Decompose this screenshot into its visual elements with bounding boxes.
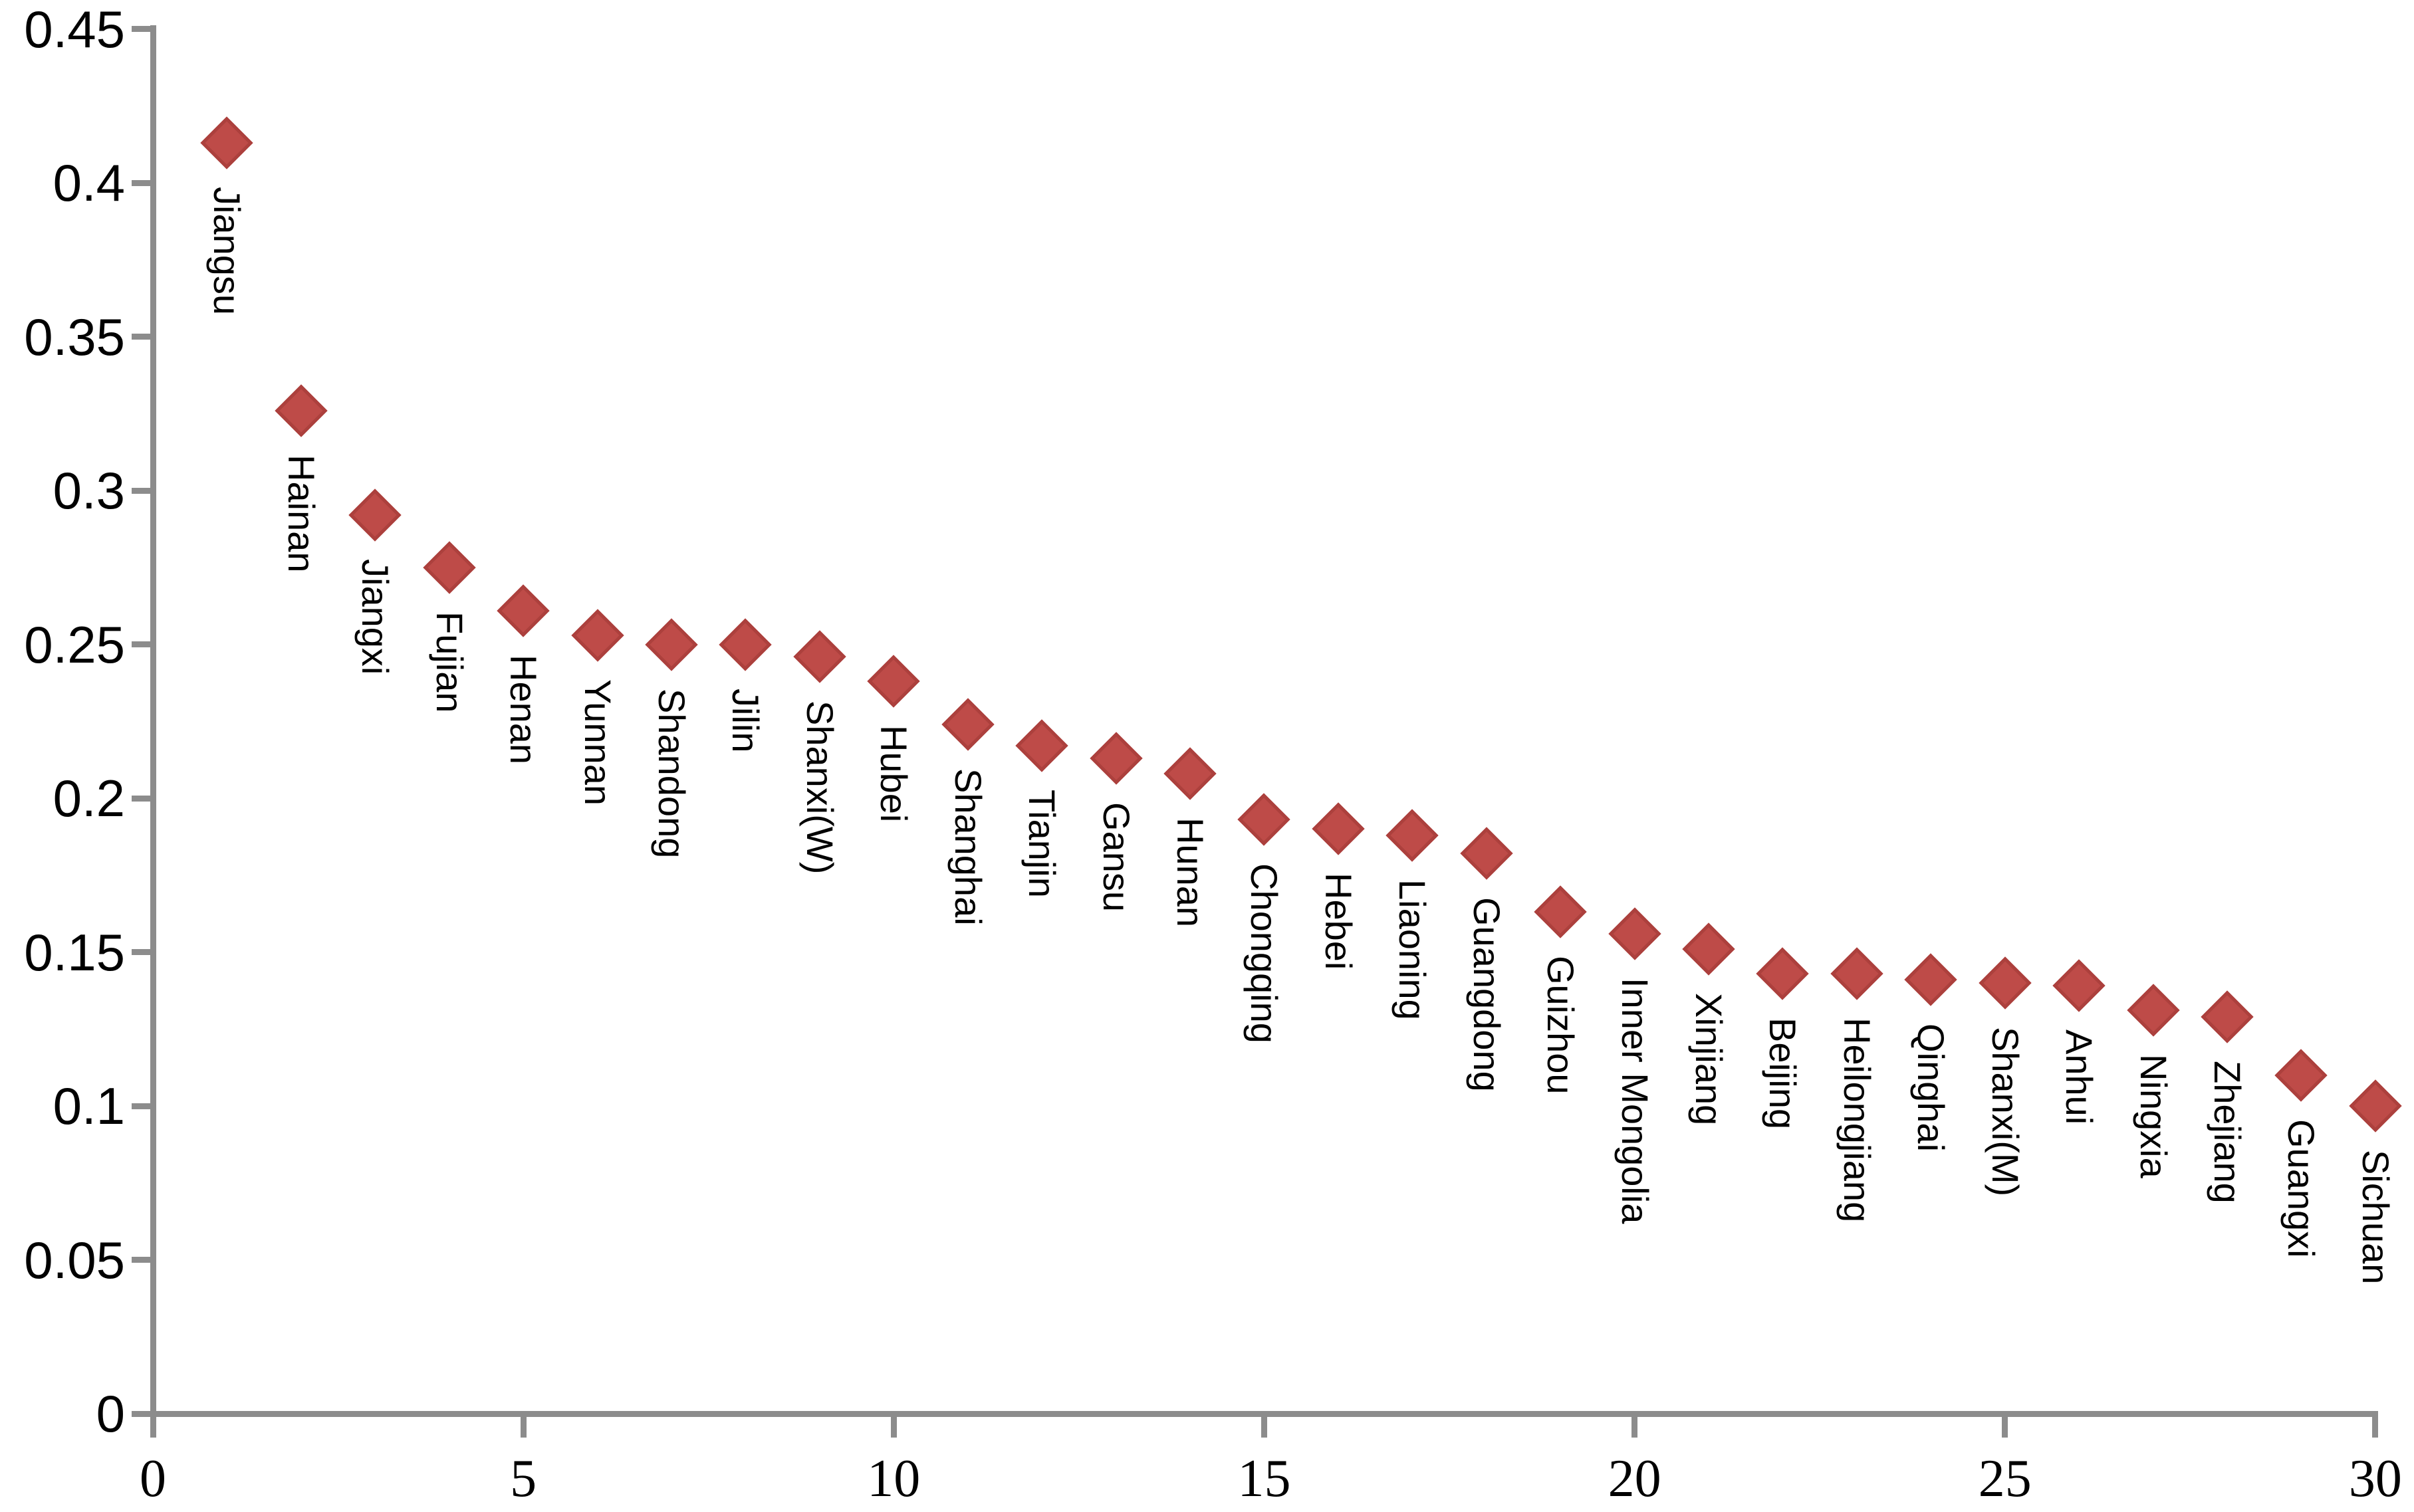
data-point-heilongjiang: [1830, 947, 1883, 1000]
y-tick-0-25: [131, 641, 150, 647]
data-point-shanxi-w: [793, 630, 846, 683]
point-label-gansu: Gansu: [1095, 802, 1138, 912]
data-point-guangdong: [1460, 827, 1513, 880]
data-point-shanxi-m: [1979, 956, 2032, 1010]
y-tick-0-35: [131, 334, 150, 340]
x-tick-label-30: 30: [2348, 1450, 2402, 1508]
y-tick-label-0-3: 0.3: [53, 461, 125, 520]
x-axis-line: [150, 1410, 2379, 1417]
data-point-jilin: [719, 617, 773, 671]
point-label-hunan: Hunan: [1169, 817, 1212, 927]
data-point-qinghai: [1904, 953, 1957, 1006]
x-tick-10: [890, 1416, 897, 1438]
y-tick-label-0-05: 0.05: [24, 1230, 125, 1289]
point-label-jiangxi: Jiangxi: [354, 559, 397, 675]
x-tick-25: [2002, 1416, 2008, 1438]
y-tick-0-1: [131, 1103, 150, 1109]
y-tick-label-0-4: 0.4: [53, 154, 125, 212]
point-label-beijing: Beijing: [1762, 1017, 1804, 1130]
point-label-ningxia: Ningxia: [2132, 1054, 2175, 1179]
point-label-guangdong: Guangdong: [1465, 897, 1508, 1093]
y-tick-label-0: 0: [96, 1384, 125, 1443]
x-tick-0: [150, 1416, 156, 1438]
point-label-henan: Henan: [503, 654, 545, 764]
point-label-zhejiang: Zhejiang: [2207, 1060, 2249, 1204]
x-tick-label-25: 25: [1978, 1450, 2032, 1508]
x-tick-5: [520, 1416, 527, 1438]
point-label-jiangsu: Jiangsu: [206, 186, 249, 315]
point-label-hebei: Hebei: [1317, 873, 1360, 970]
point-label-shanxi-m: Shanxi(M): [1984, 1026, 2026, 1196]
point-label-jilin: Jilin: [725, 688, 767, 752]
y-tick-label-0-45: 0.45: [24, 0, 125, 58]
data-point-guangxi: [2274, 1049, 2328, 1102]
x-tick-label-15: 15: [1237, 1450, 1291, 1508]
x-tick-20: [1631, 1416, 1638, 1438]
data-point-beijing: [1756, 947, 1810, 1000]
point-label-shanxi-w: Shanxi(W): [798, 701, 841, 875]
point-label-shandong: Shandong: [651, 688, 693, 858]
data-point-hubei: [867, 655, 920, 708]
point-label-xinjiang: Xinjiang: [1688, 992, 1731, 1126]
x-tick-30: [2372, 1416, 2379, 1438]
data-point-zhejiang: [2201, 990, 2254, 1043]
y-tick-label-0-1: 0.1: [53, 1077, 125, 1135]
point-label-chongqing: Chongqing: [1243, 863, 1286, 1044]
point-label-heilongjiang: Heilongjiang: [1836, 1017, 1878, 1223]
y-tick-0-05: [131, 1257, 150, 1263]
y-axis-line: [150, 25, 156, 1417]
data-point-liaoning: [1386, 808, 1439, 862]
x-tick-label-5: 5: [510, 1450, 537, 1508]
data-point-henan: [497, 584, 550, 637]
y-tick-0-3: [131, 487, 150, 494]
x-tick-label-20: 20: [1608, 1450, 1661, 1508]
point-label-yunnan: Yunnan: [576, 679, 619, 806]
data-point-tianjin: [1015, 719, 1068, 772]
point-label-sichuan: Sichuan: [2354, 1150, 2397, 1285]
data-point-gansu: [1089, 732, 1143, 785]
y-tick-0: [131, 1410, 150, 1417]
data-point-fujian: [423, 541, 476, 594]
data-point-jiangxi: [348, 488, 402, 542]
point-label-shanghai: Shanghai: [947, 768, 989, 926]
y-tick-label-0-25: 0.25: [24, 615, 125, 674]
data-point-hainan: [275, 384, 328, 437]
data-point-ningxia: [2127, 984, 2180, 1037]
y-tick-label-0-2: 0.2: [53, 769, 125, 827]
data-point-hebei: [1312, 802, 1365, 855]
y-tick-0-4: [131, 179, 150, 186]
data-point-guizhou: [1534, 885, 1587, 938]
point-label-anhui: Anhui: [2058, 1029, 2101, 1125]
y-tick-label-0-15: 0.15: [24, 922, 125, 982]
data-point-shandong: [645, 617, 698, 671]
data-point-hunan: [1163, 747, 1217, 800]
data-point-shanghai: [941, 698, 995, 751]
y-tick-label-0-35: 0.35: [24, 307, 125, 366]
data-point-inner-mongolia: [1608, 907, 1661, 960]
point-label-inner-mongolia: Inner Mongolia: [1614, 977, 1656, 1224]
point-label-qinghai: Qinghai: [1910, 1024, 1953, 1152]
data-point-anhui: [2052, 959, 2106, 1013]
data-point-xinjiang: [1682, 922, 1735, 976]
data-point-yunnan: [570, 609, 624, 662]
data-point-chongqing: [1237, 793, 1291, 847]
point-label-guangxi: Guangxi: [2280, 1119, 2323, 1258]
data-point-jiangsu: [200, 116, 254, 169]
point-label-liaoning: Liaoning: [1391, 879, 1434, 1020]
data-point-sichuan: [2349, 1079, 2402, 1133]
y-tick-0-2: [131, 795, 150, 802]
point-label-tianjin: Tianjin: [1021, 790, 1064, 899]
y-tick-0-45: [131, 26, 150, 32]
x-tick-15: [1261, 1416, 1267, 1438]
y-tick-0-15: [131, 949, 150, 955]
point-label-fujian: Fujian: [428, 611, 471, 713]
x-tick-label-10: 10: [867, 1450, 921, 1508]
point-label-hainan: Hainan: [280, 454, 322, 573]
x-tick-label-0: 0: [140, 1450, 166, 1508]
point-label-hubei: Hubei: [873, 725, 915, 823]
point-label-guizhou: Guizhou: [1540, 956, 1582, 1095]
